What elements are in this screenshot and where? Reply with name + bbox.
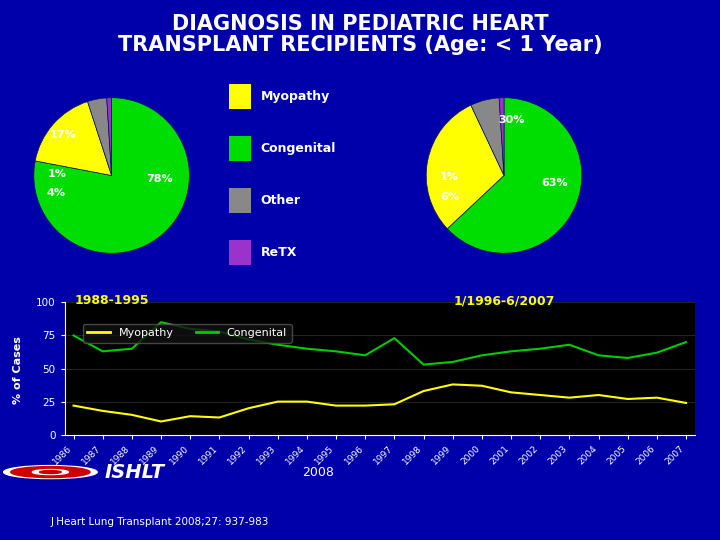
Text: 63%: 63% [541,178,568,188]
Circle shape [32,470,68,475]
Text: 6%: 6% [440,192,459,202]
Wedge shape [88,98,112,176]
Text: 2008: 2008 [302,465,334,478]
Text: 30%: 30% [498,114,525,125]
Text: 17%: 17% [50,130,77,140]
Text: J Heart Lung Transplant 2008;27: 937-983: J Heart Lung Transplant 2008;27: 937-983 [50,517,269,527]
Circle shape [4,465,97,478]
FancyBboxPatch shape [229,84,251,109]
Text: 1%: 1% [48,169,67,179]
Text: TRANSPLANT RECIPIENTS (Age: < 1 Year): TRANSPLANT RECIPIENTS (Age: < 1 Year) [117,35,603,55]
Text: 4%: 4% [46,187,65,198]
Text: 78%: 78% [146,174,173,184]
Text: ReTX: ReTX [261,246,297,259]
FancyBboxPatch shape [229,136,251,161]
Text: Myopathy: Myopathy [261,90,330,103]
Text: 1/1996-6/2007: 1/1996-6/2007 [454,294,554,307]
FancyBboxPatch shape [229,188,251,213]
Wedge shape [34,98,189,253]
Circle shape [11,467,90,477]
Wedge shape [471,98,504,176]
Text: 1988-1995: 1988-1995 [74,294,149,307]
Text: Congenital: Congenital [261,142,336,155]
Wedge shape [447,98,582,253]
Wedge shape [107,98,112,176]
Wedge shape [35,102,112,176]
Text: ISHLT: ISHLT [104,463,164,482]
Text: DIAGNOSIS IN PEDIATRIC HEART: DIAGNOSIS IN PEDIATRIC HEART [171,14,549,33]
Text: Other: Other [261,194,301,207]
Circle shape [40,470,61,474]
Text: % of Cases: % of Cases [13,336,23,404]
Wedge shape [426,105,504,229]
Text: 1%: 1% [440,172,459,182]
Wedge shape [499,98,504,176]
Legend: Myopathy, Congenital: Myopathy, Congenital [83,324,292,343]
FancyBboxPatch shape [229,240,251,265]
